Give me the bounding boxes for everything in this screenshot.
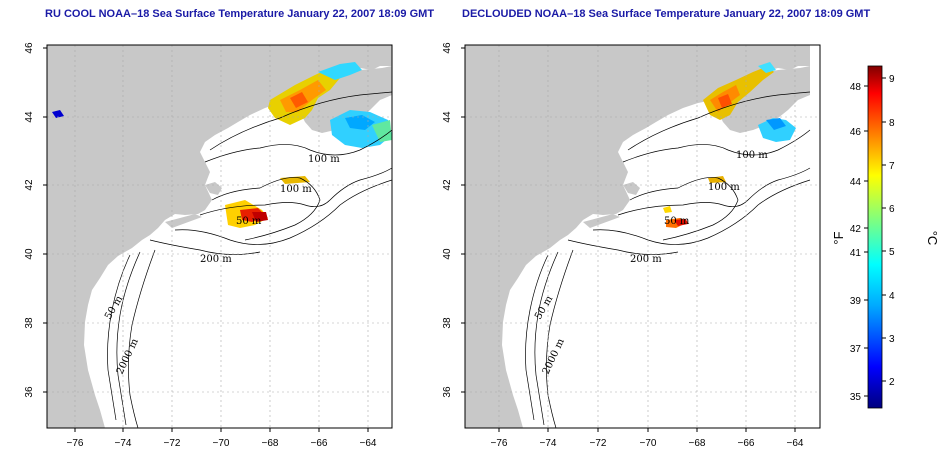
right-y-tick-42: 42 xyxy=(442,179,453,191)
left-y-tick-38: 38 xyxy=(24,317,35,329)
right-y-tick-44: 44 xyxy=(442,111,453,123)
colorbar: 48 46 44 42 41 39 37 35 9 8 7 6 5 4 3 2 … xyxy=(831,65,940,409)
right-x-tick-64: −64 xyxy=(787,438,804,449)
left-map-title: RU COOL NOAA–18 Sea Surface Temperature … xyxy=(45,8,435,20)
right-map-title: DECLOUDED NOAA–18 Sea Surface Temperatur… xyxy=(462,8,871,20)
right-y-tick-36: 36 xyxy=(442,386,453,398)
right-y-tick-46: 46 xyxy=(442,42,453,54)
colorbar-f-tick-48: 48 xyxy=(850,82,862,93)
colorbar-f-tick-46: 46 xyxy=(850,127,862,138)
right-y-tick-38: 38 xyxy=(442,317,453,329)
right-x-tick-70: −70 xyxy=(640,438,657,449)
right-grid xyxy=(465,45,820,428)
left-y-tick-40: 40 xyxy=(24,248,35,260)
right-map: 100 m 100 m 50 m 200 m 50 m 2000 m −76 −… xyxy=(442,42,821,449)
left-x-tick-74: −74 xyxy=(115,438,132,449)
right-x-tick-66: −66 xyxy=(738,438,755,449)
colorbar-c-tick-4: 4 xyxy=(889,291,895,302)
colorbar-c-tick-7: 7 xyxy=(889,161,895,172)
right-x-tick-72: −72 xyxy=(590,438,607,449)
colorbar-gradient xyxy=(867,65,883,409)
colorbar-c-tick-6: 6 xyxy=(889,204,895,215)
left-contour-label-100m-south: 100 m xyxy=(280,184,312,195)
left-contour-label-100m-north: 100 m xyxy=(308,154,340,165)
colorbar-f-tick-39: 39 xyxy=(850,296,862,307)
colorbar-f-tick-37: 37 xyxy=(850,344,862,355)
left-x-tick-68: −68 xyxy=(262,438,279,449)
left-contour-label-50m-shoal: 50 m xyxy=(236,216,262,227)
right-x-tick-74: −74 xyxy=(540,438,557,449)
colorbar-c-tick-9: 9 xyxy=(889,74,895,85)
colorbar-fahrenheit-unit: °F xyxy=(831,231,846,244)
left-grid xyxy=(47,45,392,428)
left-y-tick-42: 42 xyxy=(24,179,35,191)
colorbar-c-tick-2: 2 xyxy=(889,377,895,388)
left-y-tick-36: 36 xyxy=(24,386,35,398)
colorbar-celsius-unit: °C xyxy=(925,231,940,246)
colorbar-f-tick-44: 44 xyxy=(850,177,862,188)
left-y-tick-44: 44 xyxy=(24,111,35,123)
colorbar-f-tick-41: 41 xyxy=(850,248,862,259)
right-contour-label-50m-shoal: 50 m xyxy=(664,216,690,227)
colorbar-c-tick-5: 5 xyxy=(889,247,895,258)
left-x-tick-70: −70 xyxy=(213,438,230,449)
left-x-tick-72: −72 xyxy=(164,438,181,449)
colorbar-c-tick-8: 8 xyxy=(889,118,895,129)
right-contour-label-100m-south: 100 m xyxy=(708,182,740,193)
left-x-tick-64: −64 xyxy=(360,438,377,449)
left-contour-label-200m: 200 m xyxy=(200,254,232,265)
colorbar-f-tick-42: 42 xyxy=(850,224,862,235)
right-contour-label-200m: 200 m xyxy=(630,254,662,265)
left-y-tick-46: 46 xyxy=(24,42,35,54)
right-contour-label-100m-north: 100 m xyxy=(736,150,768,161)
colorbar-f-tick-35: 35 xyxy=(850,392,862,403)
right-sst-patches xyxy=(663,62,796,228)
left-x-tick-76: −76 xyxy=(67,438,84,449)
colorbar-c-tick-3: 3 xyxy=(889,334,895,345)
left-sst-patches xyxy=(52,62,392,228)
right-x-tick-76: −76 xyxy=(491,438,508,449)
right-y-tick-40: 40 xyxy=(442,248,453,260)
left-x-tick-66: −66 xyxy=(311,438,328,449)
left-map: 100 m 100 m 50 m 200 m 50 m 2000 m −76 −… xyxy=(24,42,393,449)
right-x-tick-68: −68 xyxy=(689,438,706,449)
